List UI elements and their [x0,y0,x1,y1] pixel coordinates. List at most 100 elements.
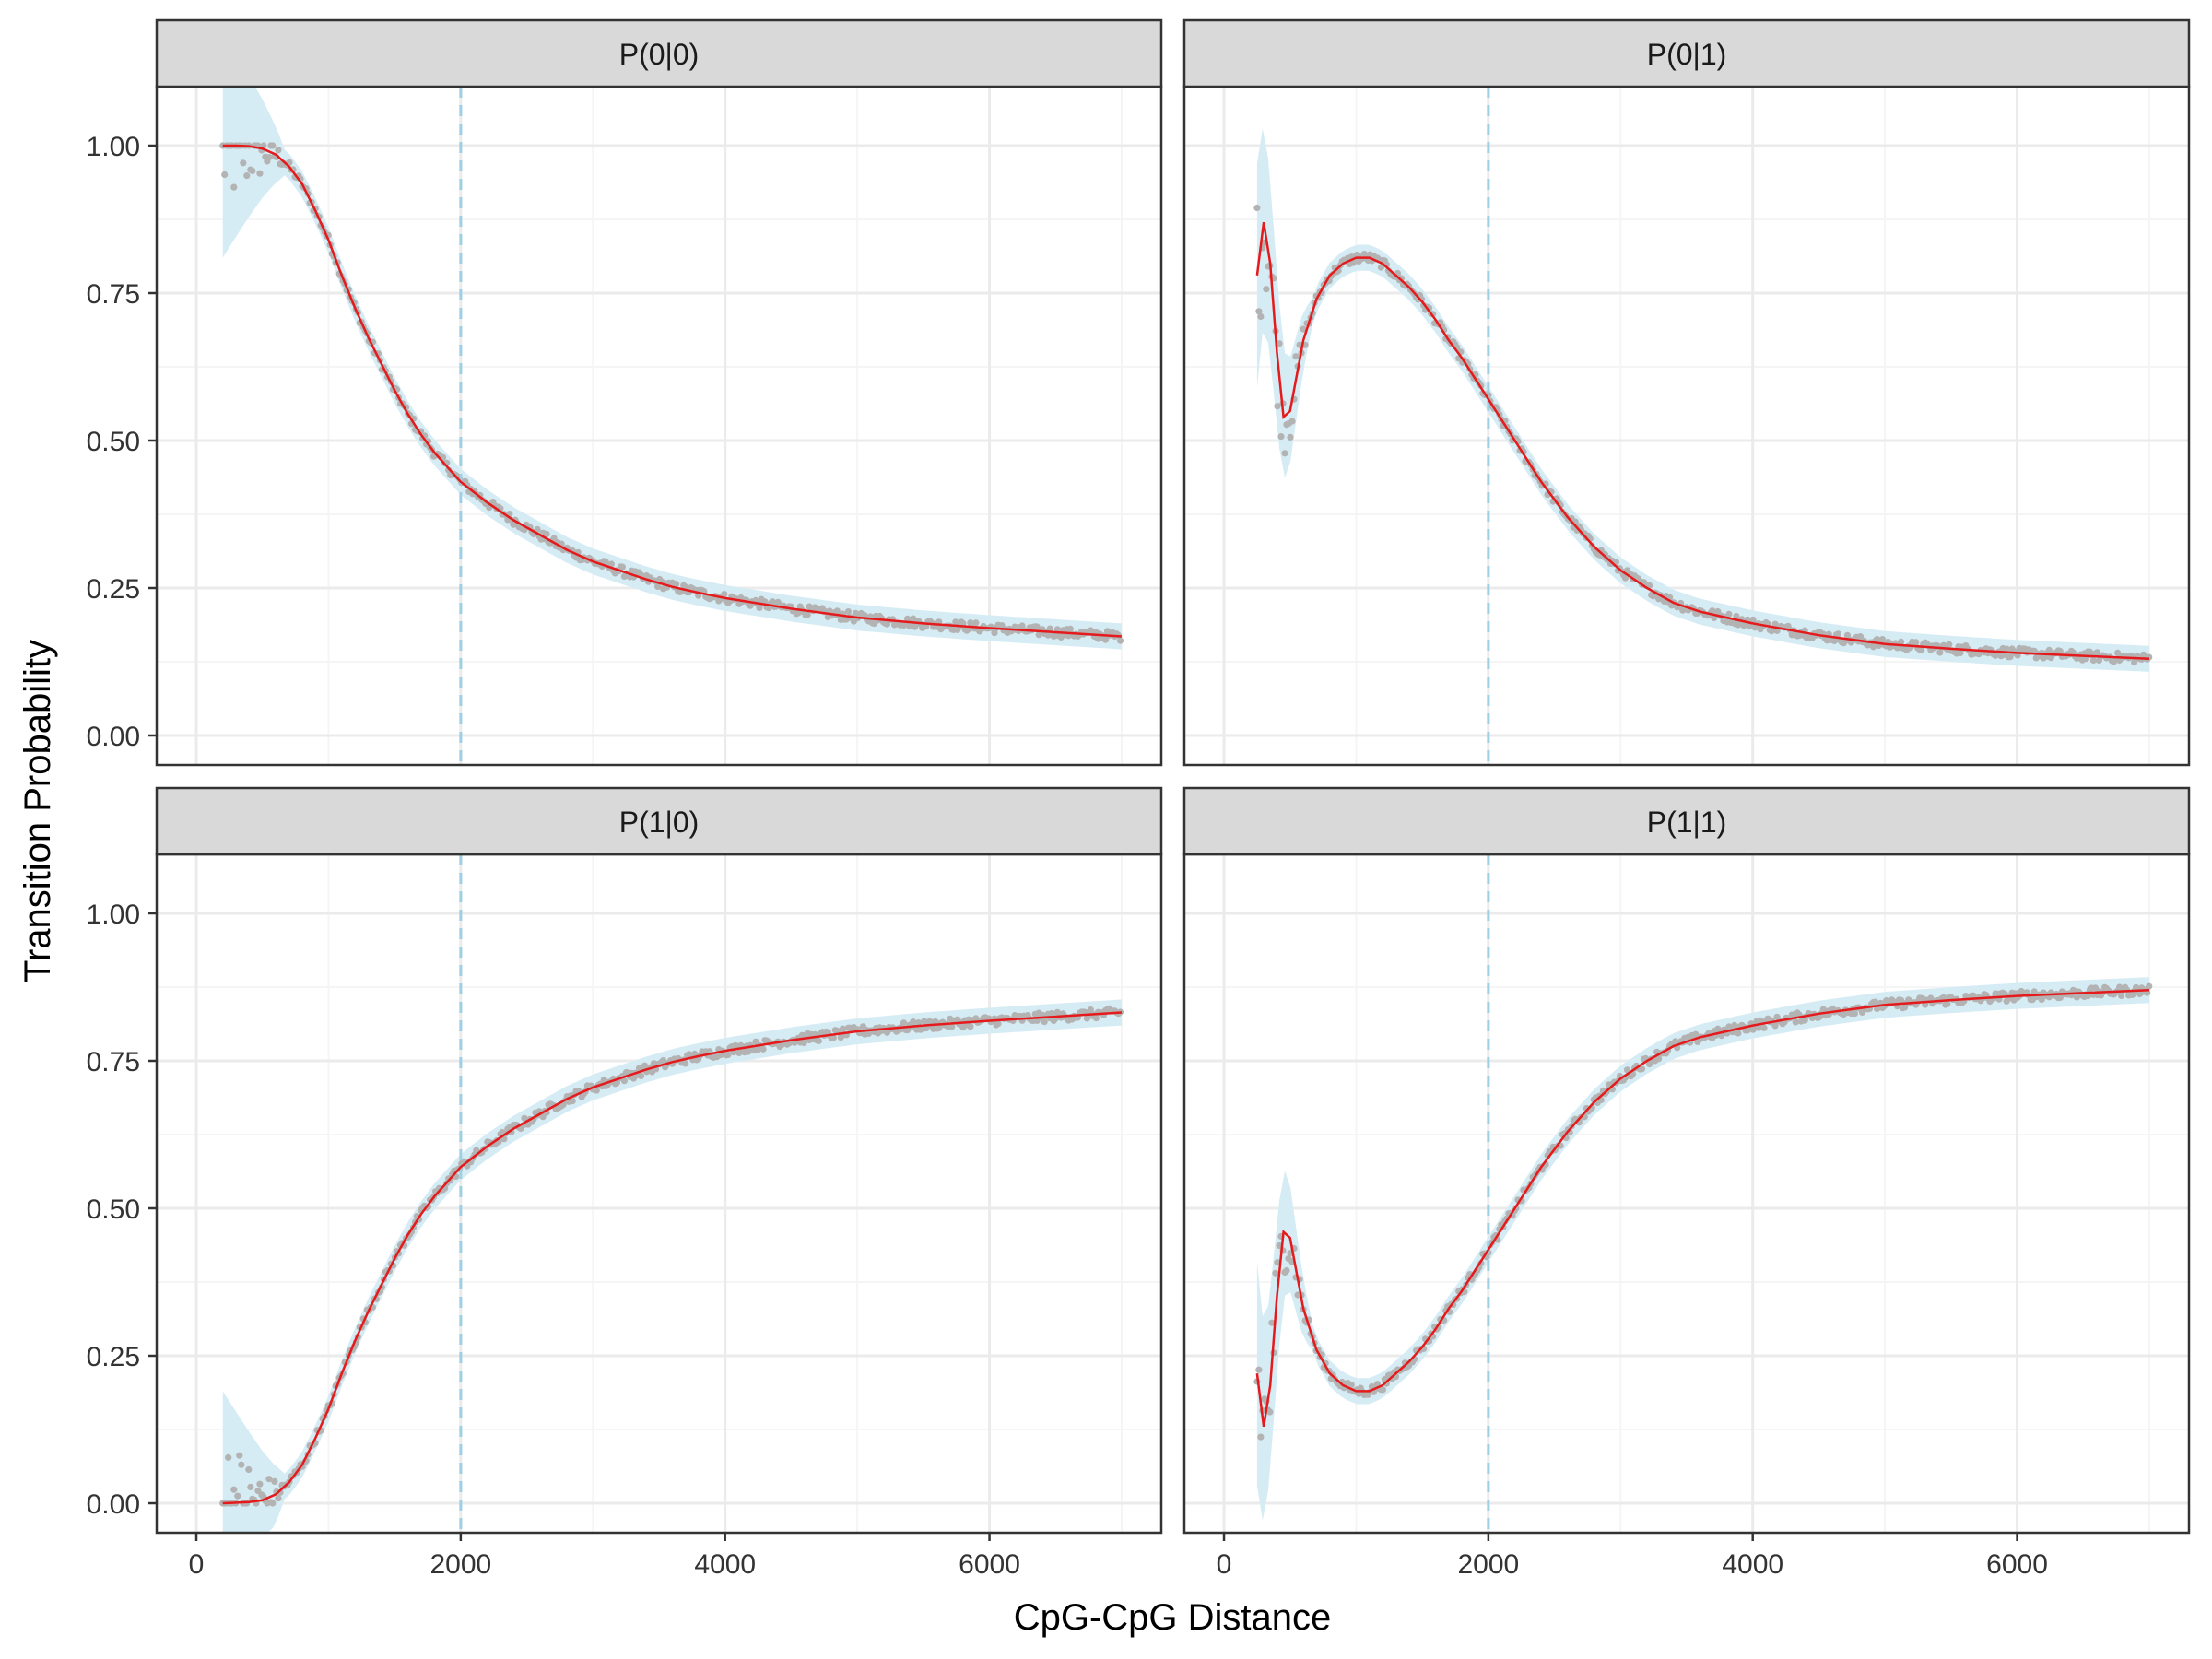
x-tick-label: 4000 [694,1549,756,1580]
x-tick-label: 4000 [1722,1549,1783,1580]
data-point [910,1018,917,1026]
data-point [844,608,853,616]
facet-strip-label: P(1|0) [619,806,700,839]
data-point [654,582,662,591]
data-point [2006,653,2014,661]
data-point [238,1461,245,1468]
data-point [607,560,616,568]
facet-strip [155,18,1163,88]
x-tick-label: 2000 [1457,1549,1519,1580]
data-point [1292,353,1300,360]
data-point [1771,1022,1779,1030]
data-point [1834,630,1841,638]
data-point [759,1045,767,1053]
data-point [1253,204,1261,212]
data-point [1116,637,1124,644]
data-point [2089,656,2097,665]
y-tick-label: 0.75 [87,1047,140,1077]
data-point [1041,1018,1048,1026]
data-point [921,1018,928,1025]
fit-line [1255,988,2150,1427]
data-point [637,1072,645,1079]
data-point [1918,646,1925,653]
data-point [1272,1269,1279,1277]
data-point [967,1023,974,1030]
data-point [1792,1018,1799,1026]
data-point [1830,637,1838,645]
data-point [256,170,264,177]
data-point [1655,1055,1663,1063]
data-point [1755,1024,1762,1031]
data-point [1940,994,1947,1001]
data-point [932,1018,939,1025]
data-point [1936,649,1944,656]
data-point [721,591,728,598]
data-point [550,535,558,542]
data-point [600,1076,607,1084]
data-point [1898,996,1905,1004]
x-tick-label: 0 [189,1549,205,1580]
data-point [1048,1009,1055,1018]
data-point [249,167,256,174]
data-point [724,1051,732,1058]
data-point [569,1098,576,1105]
y-tick-label: 1.00 [87,132,140,162]
data-point [618,563,627,571]
data-point [915,1019,923,1027]
data-point [2084,993,2091,1000]
panel-2: P(0|1) [1182,18,2191,767]
data-point [769,598,776,606]
data-point [1274,403,1281,410]
data-point [839,1025,847,1032]
data-point [1347,1381,1355,1389]
data-point [543,530,550,538]
data-point [1733,612,1740,620]
data-point [1912,639,1920,646]
data-point [2146,982,2153,990]
facet-strip [155,786,1163,856]
y-tick-label: 0.25 [87,1342,140,1372]
data-point [830,1034,837,1041]
data-point [1288,418,1296,425]
data-point [260,142,267,149]
data-point [1276,340,1283,347]
panel-1: P(0|0) 0.00 0.25 0.50 0.75 1.00 [87,18,1163,767]
data-point [1257,1433,1265,1441]
data-point [1053,626,1061,633]
data-point [815,1037,822,1044]
plot-background [157,87,1161,765]
data-point [1268,1319,1276,1326]
data-point [1957,649,1964,657]
data-point [1277,433,1285,441]
data-point [1379,1386,1386,1394]
data-point [230,183,238,191]
data-point [1718,1032,1725,1040]
data-point [1760,1024,1768,1031]
data-point [1944,1000,1951,1007]
data-point [275,1495,282,1502]
data-point [900,1019,908,1027]
data-point [265,154,273,161]
data-point [243,172,251,180]
data-point [2003,645,2010,653]
data-point [1266,1408,1274,1416]
data-point [912,623,919,630]
data-point [234,1492,241,1500]
data-point [991,629,998,637]
facet-strip-label: P(0|1) [1647,38,1727,71]
data-point [2131,659,2138,666]
panel-3: P(1|0) 0.00 0.25 0.50 0.75 1.00 0 2000 4000 6000 [87,786,1163,1580]
fit-line [222,144,1123,638]
plot-background [157,854,1161,1533]
data-point [236,1452,243,1459]
facet-strip-label: P(0|0) [619,38,700,71]
y-tick-label: 0.50 [87,1194,140,1225]
y-tick-label: 0.00 [87,722,140,752]
facet-strip [1182,786,2191,856]
data-point [1638,1065,1646,1073]
data-point [620,1077,629,1085]
fit-line [1255,222,2150,661]
data-point [1851,1010,1858,1018]
data-point [269,142,276,149]
panel-4: P(1|1) 0 2000 4000 6000 [1182,786,2191,1580]
